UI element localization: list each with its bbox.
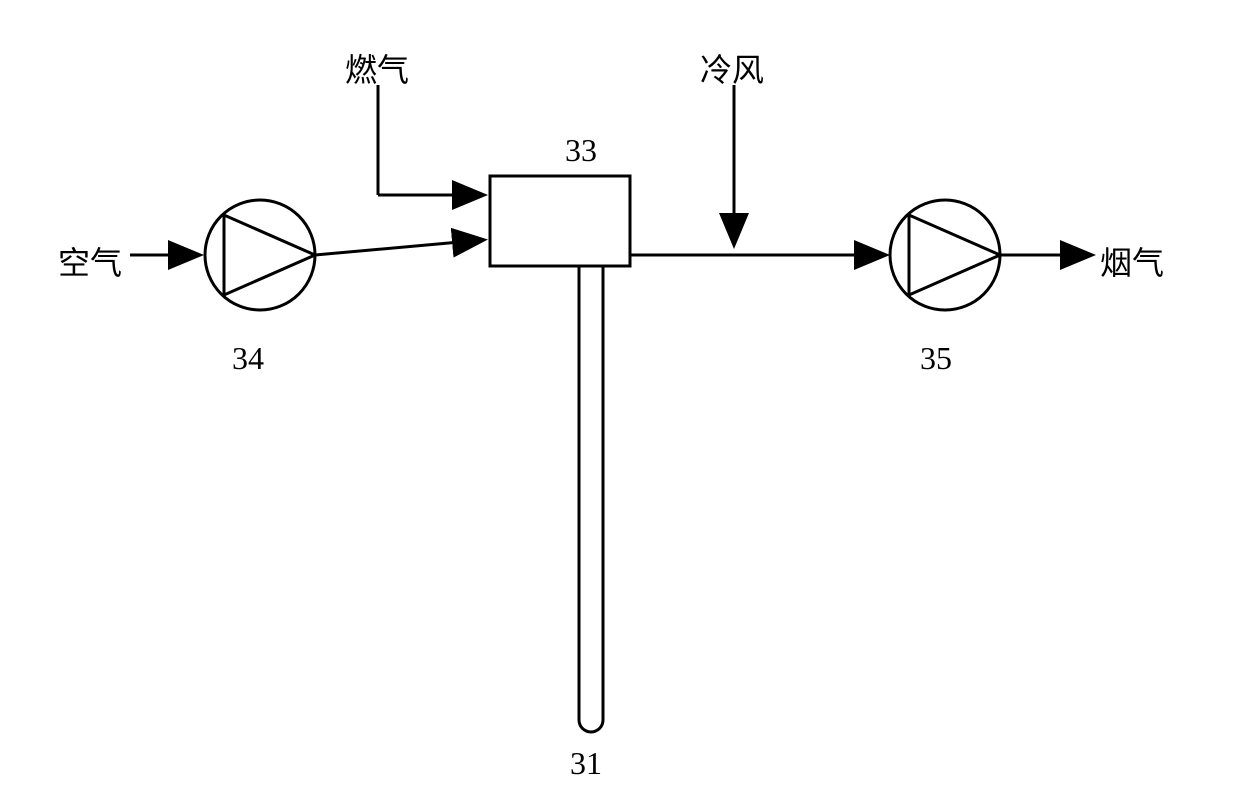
air-input-label: 空气 bbox=[58, 238, 122, 284]
compressor-right-number: 35 bbox=[920, 340, 952, 377]
pipe-number: 31 bbox=[570, 745, 602, 782]
cold-air-input-label: 冷风 bbox=[700, 45, 764, 91]
process-diagram bbox=[0, 0, 1240, 796]
compressor-to-box-arrow bbox=[315, 240, 482, 255]
combustor-box-number: 33 bbox=[565, 132, 597, 169]
combustor-box bbox=[490, 176, 630, 266]
compressor-left bbox=[205, 200, 315, 310]
gas-input-label: 燃气 bbox=[345, 45, 409, 91]
pipe-bottom-cap bbox=[579, 720, 603, 732]
compressor-right bbox=[890, 200, 1000, 310]
flue-gas-output-label: 烟气 bbox=[1100, 238, 1164, 284]
compressor-left-number: 34 bbox=[232, 340, 264, 377]
